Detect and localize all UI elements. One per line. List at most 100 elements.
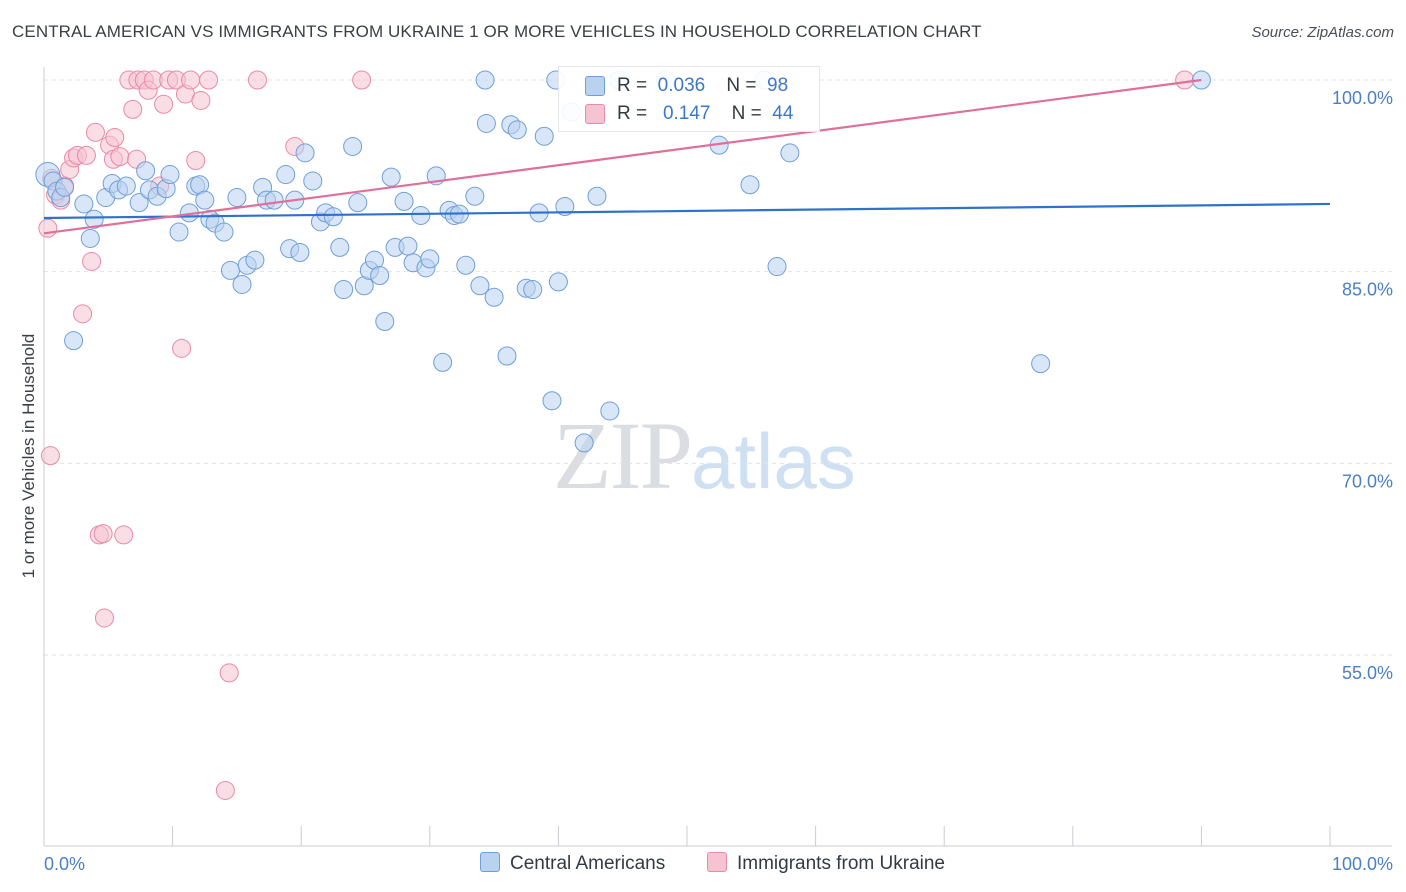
central-american-point (214, 222, 234, 242)
central-american-trend-line (43, 202, 1331, 220)
watermark: ZIPatlas (553, 400, 856, 511)
central-american-point (574, 433, 594, 453)
central-american-point (334, 280, 354, 300)
ukraine-trend-line (43, 78, 1202, 235)
central-american-point (348, 193, 368, 213)
central-american-point (330, 237, 350, 257)
legend-r-value: 0.147 (662, 103, 711, 124)
series-central-american-points (35, 70, 1211, 453)
central-american-point (232, 274, 252, 294)
ukraine-point (110, 147, 130, 167)
ukraine-point (215, 780, 235, 800)
bottom-legend-central-americans[interactable]: Central Americans (480, 852, 665, 875)
ukraine-point (123, 99, 143, 119)
central-american-point (767, 257, 787, 277)
ukraine-point (93, 524, 113, 544)
legend-r-label: R = (617, 103, 648, 124)
axes (43, 67, 1392, 847)
ukraine-point (172, 338, 192, 358)
ukraine-point (154, 94, 174, 114)
central-american-point (740, 175, 760, 195)
central-american-point (484, 287, 504, 307)
ukraine-point (114, 525, 134, 545)
y-tick-label: 100.0% (1332, 88, 1393, 108)
ukraine-point (105, 128, 125, 147)
ukraine-point (94, 608, 114, 628)
central-american-point (470, 276, 490, 296)
ukraine-point (181, 70, 201, 90)
ukraine-point (76, 145, 96, 165)
x-tick-label: 100.0% (1332, 854, 1393, 874)
central-american-point (381, 167, 401, 187)
x-tick-label: 0.0% (44, 854, 85, 874)
series-ukraine-points (38, 70, 1195, 800)
grid-lines (44, 79, 1392, 656)
bottom-legend-swatch-pink (707, 852, 727, 872)
central-american-point (160, 165, 180, 185)
ukraine-point (247, 70, 267, 90)
y-tick-label: 85.0% (1342, 280, 1393, 300)
ukraine-point (85, 122, 105, 142)
ukraine-point (186, 151, 206, 170)
central-american-point (303, 171, 323, 191)
bottom-legend-label: Immigrants from Ukraine (737, 853, 945, 874)
central-american-point (1031, 354, 1051, 374)
ukraine-point (352, 70, 372, 90)
central-american-point (411, 205, 431, 225)
central-american-point (129, 193, 149, 213)
ukraine-point (191, 90, 211, 110)
central-american-point (290, 243, 310, 262)
central-american-point (276, 165, 296, 185)
ukraine-point (73, 304, 93, 324)
ukraine-point (219, 663, 239, 683)
bottom-legend-swatch-blue (480, 852, 500, 872)
central-american-point (433, 352, 453, 372)
ukraine-point (199, 70, 219, 90)
central-american-point (74, 194, 94, 214)
central-american-point (370, 266, 390, 285)
central-american-point (295, 143, 315, 163)
central-american-point (116, 176, 136, 196)
central-american-point (587, 186, 607, 206)
central-american-point (542, 391, 562, 411)
watermark-zip: ZIP (553, 402, 693, 509)
source-label: Source: ZipAtlas.com (1251, 24, 1394, 41)
central-american-point (323, 207, 343, 227)
central-american-point (55, 177, 75, 197)
y-tick-label: 70.0% (1342, 471, 1393, 491)
central-american-point (465, 186, 485, 206)
y-axis-label: 1 or more Vehicles in Household (19, 334, 38, 579)
y-tick-label: 55.0% (1342, 663, 1393, 683)
ukraine-point (82, 251, 102, 271)
central-american-point (64, 331, 84, 351)
central-american-point (245, 250, 265, 270)
trend-lines (43, 78, 1331, 235)
central-american-point (780, 143, 800, 163)
legend-r-label: R = (617, 75, 648, 96)
central-american-point (600, 401, 620, 421)
central-american-point (497, 346, 517, 366)
central-american-point (195, 190, 215, 210)
central-american-point (136, 161, 156, 181)
legend-n-label: N = (731, 103, 762, 124)
axis-labels: 100.0% 85.0% 70.0% 55.0% 0.0% 100.0% 1 or more… (19, 88, 1393, 874)
central-american-point (475, 70, 495, 90)
bottom-legend-ukraine[interactable]: Immigrants from Ukraine (707, 852, 945, 875)
central-american-point (476, 113, 496, 133)
stats-legend: R = 0.036 N = 98 R = 0.147 N = 44 (558, 66, 820, 132)
watermark-atlas: atlas (691, 417, 856, 505)
central-american-point (555, 197, 575, 216)
central-american-point (375, 312, 395, 331)
bottom-legend-label: Central Americans (510, 853, 666, 874)
ukraine-point (40, 446, 60, 466)
legend-r-value: 0.036 (657, 75, 706, 96)
central-american-point (264, 190, 284, 210)
chart-title: CENTRAL AMERICAN VS IMMIGRANTS FROM UKRA… (12, 22, 982, 41)
central-american-point (343, 136, 363, 156)
legend-swatch-blue (585, 76, 605, 96)
central-american-point (80, 228, 100, 248)
legend-swatch-pink (585, 104, 605, 124)
central-american-point (394, 191, 414, 211)
central-american-point (420, 249, 440, 269)
